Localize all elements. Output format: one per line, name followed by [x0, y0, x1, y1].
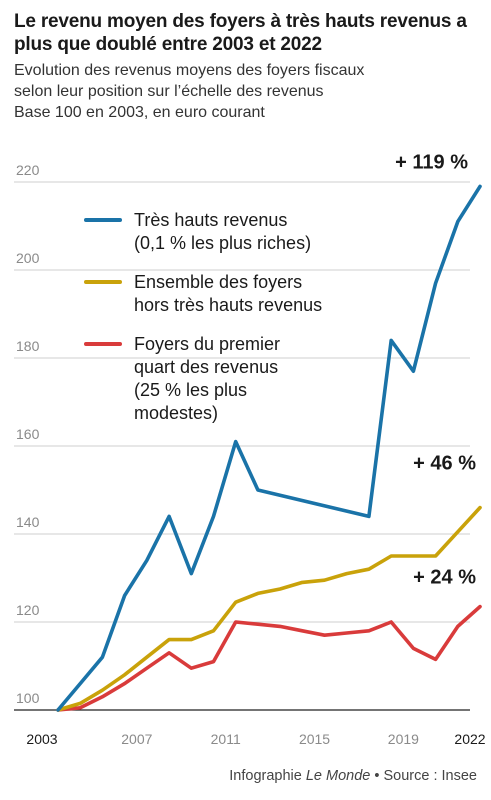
y-tick-label: 160 [16, 426, 40, 442]
credits-footer: Infographie Le Monde • Source : Insee [229, 768, 477, 784]
y-tick-label: 220 [16, 162, 40, 178]
chart-title: Le revenu moyen des foyers à très hauts … [14, 11, 467, 55]
x-tick-label: 2019 [388, 731, 419, 747]
legend-label: Ensemble des foyers [134, 272, 302, 292]
x-tick-label: 2022 [454, 731, 485, 747]
subtitle-line-3: Base 100 en 2003, en euro courant [14, 104, 265, 121]
series-line [56, 505, 482, 712]
series-line [56, 604, 482, 712]
x-tick-label: 2011 [211, 731, 241, 747]
subtitle-line-2: selon leur position sur l’échelle des re… [14, 83, 324, 100]
y-tick-label: 100 [16, 690, 40, 706]
y-tick-label: 200 [16, 250, 40, 266]
subtitle-line-1: Evolution des revenus moyens des foyers … [14, 62, 365, 79]
x-tick-label: 2015 [299, 731, 330, 747]
y-tick-label: 140 [16, 514, 40, 530]
x-tick-label: 2007 [121, 731, 152, 747]
series-end-label: + 24 % [413, 567, 476, 589]
credit-prefix: Infographie [229, 768, 306, 784]
y-tick-label: 180 [16, 338, 40, 354]
series-end-label: + 46 % [413, 453, 476, 475]
legend-label: (0,1 % les plus riches) [134, 233, 311, 253]
credit-source: Source : Insee [383, 768, 478, 784]
series-line [56, 184, 482, 712]
legend-label: Foyers du premier [134, 334, 280, 354]
x-tick-label: 2003 [26, 731, 57, 747]
legend-label: Très hauts revenus [134, 210, 287, 230]
credit-outlet: Le Monde [305, 768, 371, 784]
legend-label: (25 % les plus [134, 380, 247, 400]
legend-label: modestes) [134, 403, 218, 423]
series-end-label: + 119 % [395, 151, 468, 173]
credit-separator: • [370, 768, 384, 784]
legend-label: quart des revenus [134, 357, 278, 377]
chart-subtitle: Evolution des revenus moyens des foyers … [14, 60, 484, 123]
legend-label: hors très hauts revenus [134, 295, 322, 315]
line-chart: 100 120 140 160 180 200 220 2003 2007 2011 2015 201… [14, 151, 486, 747]
y-tick-label: 120 [16, 602, 40, 618]
